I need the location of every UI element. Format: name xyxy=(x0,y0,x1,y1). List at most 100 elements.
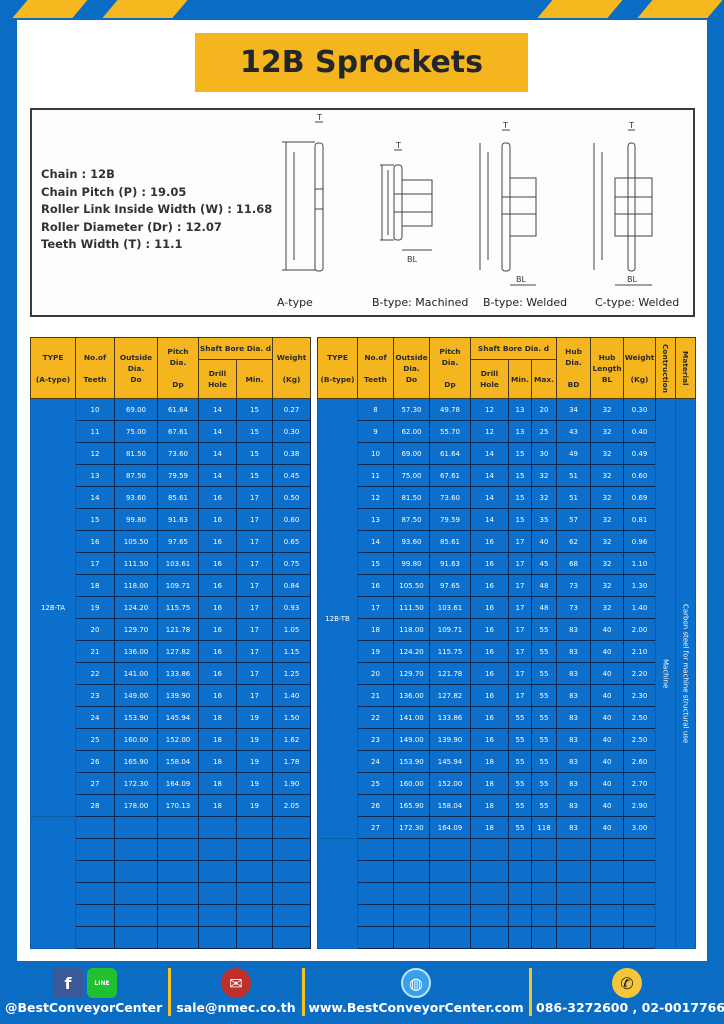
table-cell: 13 xyxy=(508,398,532,421)
facebook-icon[interactable]: f xyxy=(53,968,83,998)
table-cell: 124.20 xyxy=(393,640,430,663)
table-cell xyxy=(114,882,158,905)
table-cell: 55.70 xyxy=(429,420,471,443)
table-cell: 32 xyxy=(590,508,625,531)
table-cell xyxy=(157,904,199,927)
header-hub-length: Hub Length BL xyxy=(590,337,625,399)
table-cell: 13 xyxy=(357,508,394,531)
table-row: 10 69.00 61.64 14 15 30 49 32 0.49 xyxy=(318,442,696,465)
table-cell: 1.25 xyxy=(272,662,312,685)
website-link[interactable]: www.BestConveyorCenter.com xyxy=(308,1000,524,1015)
table-cell: 0.60 xyxy=(623,464,657,487)
table-cell: 121.78 xyxy=(429,662,471,685)
table-row: 23 149.00 139.90 16 17 1.40 xyxy=(31,684,312,707)
table-cell: 73 xyxy=(556,574,592,597)
table-cell: 18 xyxy=(470,816,509,839)
table-cell: 18 xyxy=(470,750,509,773)
table-cell: 103.61 xyxy=(157,552,199,575)
table-cell: 118.00 xyxy=(393,618,430,641)
table-cell: 68 xyxy=(556,552,592,575)
table-cell: 27 xyxy=(75,772,115,795)
table-row: 18 118.00 109.71 16 17 0.84 xyxy=(31,574,312,597)
table-cell: 111.50 xyxy=(114,552,158,575)
table-cell: 83 xyxy=(556,662,592,685)
table-cell: 16 xyxy=(198,684,237,707)
table-cell: 20 xyxy=(357,662,394,685)
table-cell xyxy=(508,838,532,861)
table-cell: 14 xyxy=(198,442,237,465)
table-cell xyxy=(198,838,237,861)
table-cell xyxy=(198,904,237,927)
table-row xyxy=(318,904,696,927)
footer-social[interactable]: f LINE @BestConveyorCenter xyxy=(5,968,162,1018)
table-cell: 13 xyxy=(75,464,115,487)
table-row: 18 118.00 109.71 16 17 55 83 40 2.00 xyxy=(318,618,696,641)
table-cell: 62.00 xyxy=(393,420,430,443)
table-cell: 32 xyxy=(590,486,625,509)
table-cell: 48 xyxy=(530,596,558,619)
header-min: Min. xyxy=(508,359,532,399)
email-link[interactable]: sale@nmec.co.th xyxy=(176,1000,296,1015)
table-cell: 51 xyxy=(556,464,592,487)
table-cell: 32 xyxy=(590,574,625,597)
table-cell: 83 xyxy=(556,728,592,751)
label-bl: BL xyxy=(627,275,637,284)
divider xyxy=(168,968,171,1016)
phone-numbers[interactable]: 086-3272600 , 02-0017766 xyxy=(536,1000,724,1015)
table-cell: 149.00 xyxy=(393,728,430,751)
table-cell: 18 xyxy=(470,772,509,795)
table-cell: 15 xyxy=(357,552,394,575)
table-cell xyxy=(75,882,115,905)
line-icon[interactable]: LINE xyxy=(87,968,117,998)
table-cell: 0.81 xyxy=(623,508,657,531)
table-row xyxy=(31,860,312,883)
table-cell: 18 xyxy=(198,728,237,751)
table-cell xyxy=(530,860,558,883)
footer-website[interactable]: ◍ www.BestConveyorCenter.com xyxy=(308,968,524,1018)
table-a-type: TYPE (A-type) No.of Teeth Outside Dia. Do Pi… xyxy=(30,337,312,949)
table-row xyxy=(31,882,312,905)
footer-email[interactable]: ✉ sale@nmec.co.th xyxy=(175,968,297,1018)
spec-box: Chain : 12B Chain Pitch (P) : 19.05 Roll… xyxy=(30,108,695,317)
table-b-type: TYPE (B-type) No.of Teeth Outside Dia. Do Pi… xyxy=(317,337,697,949)
footer-phone[interactable]: ✆ 086-3272600 , 02-0017766 xyxy=(536,968,724,1018)
table-cell: 55 xyxy=(530,662,558,685)
table-cell: 83 xyxy=(556,640,592,663)
table-cell: 160.00 xyxy=(393,772,430,795)
table-cell xyxy=(429,860,471,883)
table-cell: 25 xyxy=(357,772,394,795)
table-cell: 16 xyxy=(470,662,509,685)
table-cell: 21 xyxy=(357,684,394,707)
table-cell: 16 xyxy=(198,618,237,641)
table-cell: 124.20 xyxy=(114,596,158,619)
header-bore: Shaft Bore Dia. d xyxy=(197,337,274,360)
table-cell: 1.78 xyxy=(272,750,312,773)
table-cell: 129.70 xyxy=(393,662,430,685)
table-cell xyxy=(508,904,532,927)
table-cell: 17 xyxy=(508,618,532,641)
table-cell: 40 xyxy=(590,662,625,685)
table-cell: 18 xyxy=(198,794,237,817)
table-cell: 1.05 xyxy=(272,618,312,641)
table-cell: 16 xyxy=(198,640,237,663)
table-row: 12 81.50 73.60 14 15 0.38 xyxy=(31,442,312,465)
table-cell: 12 xyxy=(470,398,509,421)
header-material: Material xyxy=(675,337,697,399)
table-cell: 105.50 xyxy=(393,574,430,597)
table-cell xyxy=(357,860,394,883)
table-cell xyxy=(157,816,199,839)
table-cell: 18 xyxy=(198,706,237,729)
table-cell: 0.60 xyxy=(272,508,312,531)
table-cell: 40 xyxy=(590,618,625,641)
table-cell xyxy=(470,838,509,861)
table-cell: 55 xyxy=(530,684,558,707)
table-row: 27 172.30 164.09 18 55 118 83 40 3.00 xyxy=(318,816,696,839)
table-cell: 26 xyxy=(357,794,394,817)
spec-chain: Chain : 12B xyxy=(41,167,115,181)
table-cell: 97.65 xyxy=(429,574,471,597)
table-row: 11 75.00 67.61 14 15 0.30 xyxy=(31,420,312,443)
table-row: 28 178.00 170.13 18 19 2.05 xyxy=(31,794,312,817)
table-cell xyxy=(530,904,558,927)
table-cell: 165.90 xyxy=(114,750,158,773)
table-cell: 23 xyxy=(357,728,394,751)
